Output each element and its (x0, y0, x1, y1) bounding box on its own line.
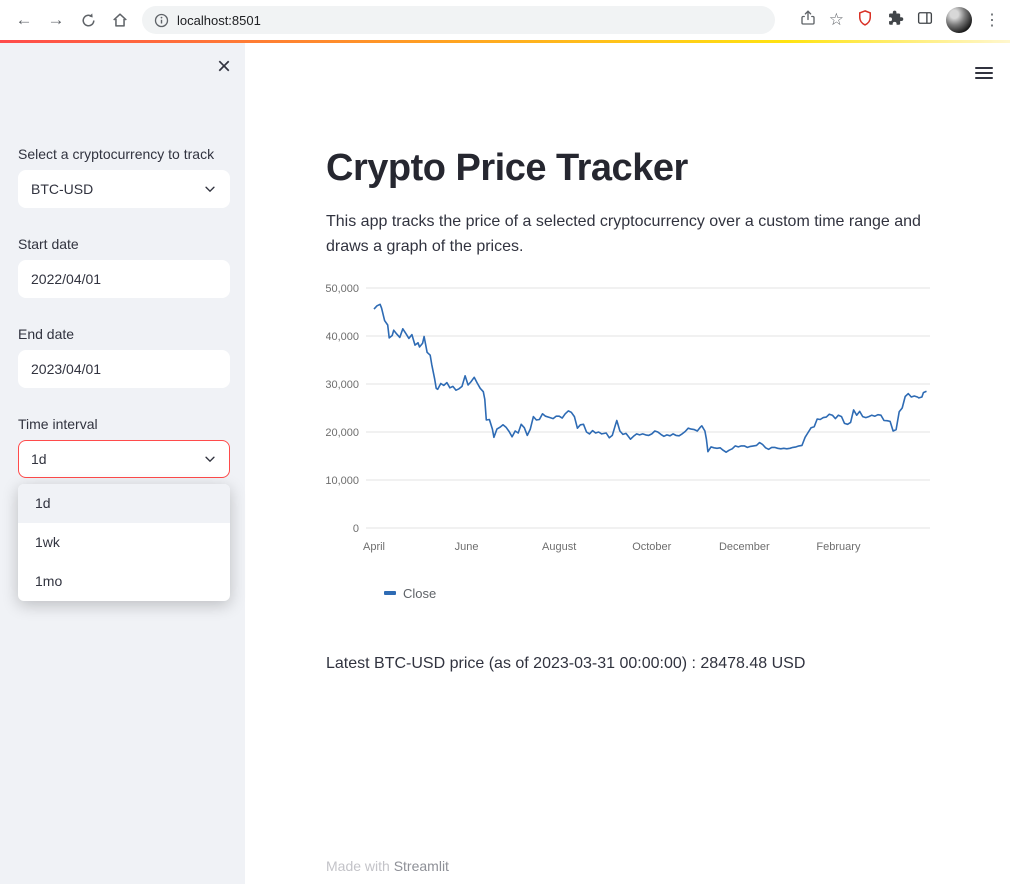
dropdown-option-1d[interactable]: 1d (18, 484, 230, 523)
svg-text:December: December (719, 541, 770, 553)
price-chart-svg: 0 10,000 20,000 30,000 40,000 50,000 April June… (325, 283, 930, 553)
svg-text:50,000: 50,000 (326, 283, 359, 295)
browser-menu-icon[interactable]: ⋮ (984, 12, 1000, 29)
bookmark-star-icon[interactable]: ☆ (828, 10, 844, 29)
crypto-select[interactable]: BTC-USD (18, 170, 230, 208)
streamlit-link[interactable]: Streamlit (393, 858, 449, 874)
crypto-select-label: Select a cryptocurrency to track (18, 146, 215, 162)
end-date-label: End date (18, 326, 75, 342)
svg-text:October: October (632, 541, 671, 553)
start-date-input[interactable]: 2022/04/01 (18, 260, 230, 298)
svg-text:10,000: 10,000 (326, 475, 359, 487)
end-date-value: 2023/04/01 (31, 361, 102, 377)
svg-text:April: April (363, 541, 385, 553)
extensions-puzzle-icon[interactable] (886, 9, 904, 32)
svg-text:February: February (816, 541, 861, 553)
back-icon[interactable]: ← (15, 10, 33, 29)
shield-extension-icon[interactable] (856, 9, 874, 32)
svg-text:20,000: 20,000 (326, 427, 359, 439)
home-icon[interactable] (106, 6, 134, 34)
start-date-value: 2022/04/01 (31, 271, 102, 287)
svg-text:30,000: 30,000 (326, 379, 359, 391)
chart-legend: Close (384, 586, 934, 601)
app-description: This app tracks the price of a selected … (326, 213, 921, 255)
browser-toolbar: ← → localhost:8501 ☆ ⋮ (0, 0, 1010, 40)
dropdown-option-1mo[interactable]: 1mo (35, 573, 63, 589)
price-chart: 0 10,000 20,000 30,000 40,000 50,000 April June… (325, 278, 934, 601)
address-bar[interactable]: localhost:8501 (142, 6, 775, 34)
main-area: Crypto Price Tracker This app tracks the… (245, 43, 1010, 884)
svg-text:0: 0 (353, 523, 359, 535)
sidebar-close-icon[interactable]: × (216, 53, 231, 80)
sidebar: × Select a cryptocurrency to track BTC-U… (0, 43, 245, 884)
svg-text:40,000: 40,000 (326, 331, 359, 343)
svg-text:June: June (455, 541, 479, 553)
share-icon[interactable] (799, 9, 817, 32)
latest-price-text: Latest BTC-USD price (as of 2023-03-31 0… (326, 654, 806, 672)
page-title: Crypto Price Tracker (326, 147, 688, 189)
interval-select[interactable]: 1d (18, 440, 230, 478)
profile-avatar[interactable] (946, 7, 972, 33)
app-menu-icon[interactable] (975, 64, 993, 82)
chevron-down-icon (205, 186, 215, 193)
start-date-label: Start date (18, 236, 79, 252)
svg-text:August: August (542, 541, 576, 553)
side-panel-icon[interactable] (916, 9, 934, 32)
chevron-down-icon (205, 456, 215, 463)
crypto-select-value: BTC-USD (31, 181, 94, 197)
url-text[interactable]: localhost:8501 (177, 12, 261, 28)
dropdown-option-1wk[interactable]: 1wk (35, 534, 60, 550)
forward-icon[interactable]: → (47, 10, 65, 29)
interval-select-value: 1d (31, 451, 47, 467)
reload-icon[interactable] (74, 6, 102, 34)
site-info-icon[interactable] (154, 13, 169, 28)
legend-swatch (384, 591, 396, 596)
legend-label: Close (403, 585, 437, 601)
streamlit-decoration-bar (0, 40, 1010, 43)
interval-dropdown: 1d 1wk 1mo (18, 484, 230, 601)
footer-prefix: Made with (326, 858, 394, 874)
end-date-input[interactable]: 2023/04/01 (18, 350, 230, 388)
interval-select-label: Time interval (18, 416, 98, 432)
footer: Made with Streamlit (326, 858, 449, 874)
